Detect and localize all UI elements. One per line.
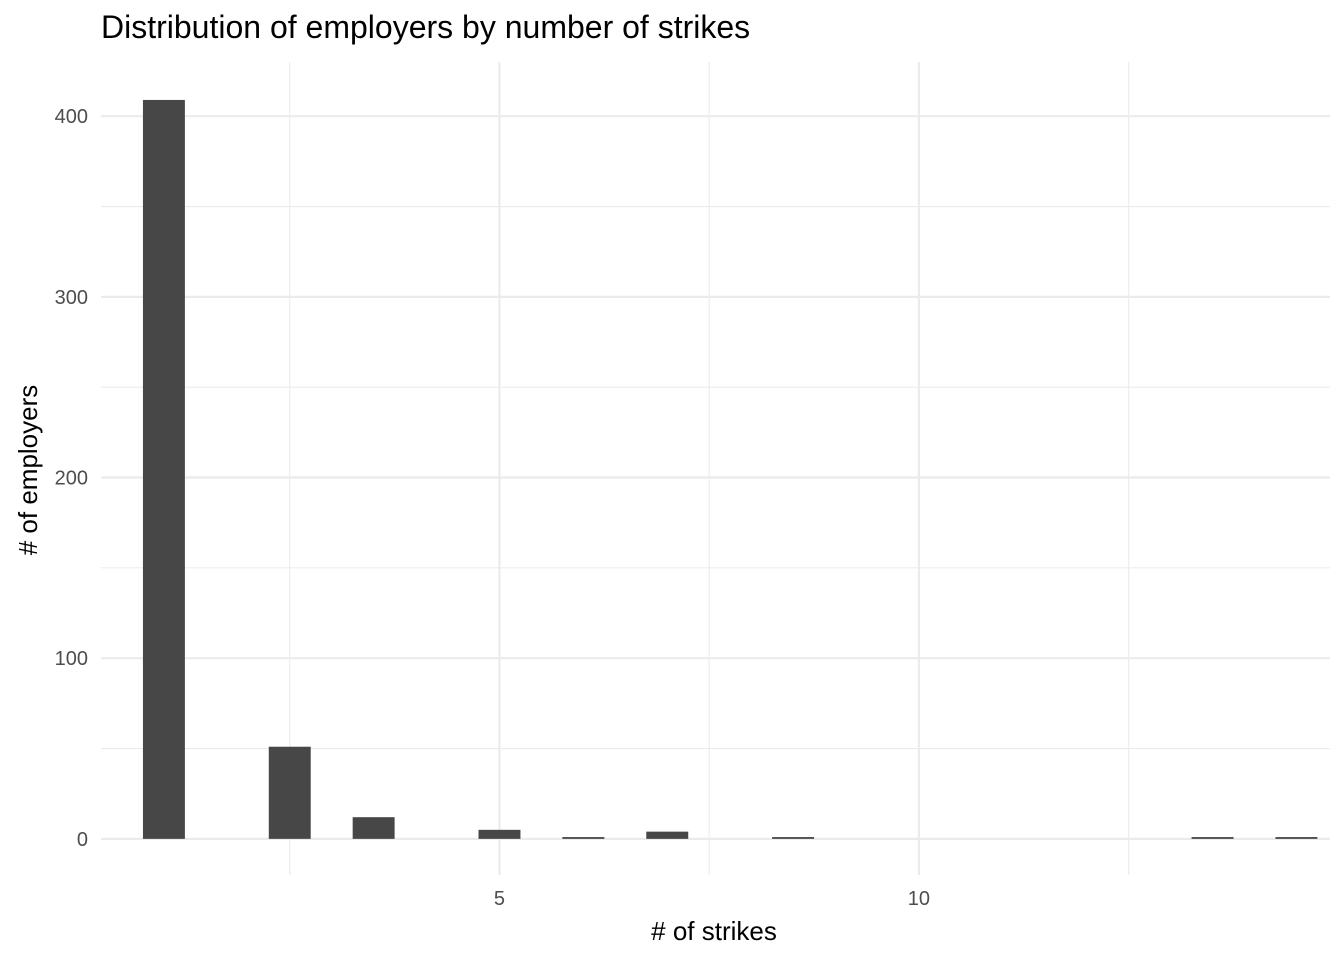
bar [352, 817, 395, 839]
bar [1191, 837, 1234, 839]
y-tick-label: 200 [55, 468, 88, 490]
bar [268, 746, 311, 839]
y-tick-label: 100 [55, 648, 88, 670]
bar [772, 837, 815, 839]
x-axis-title: # of strikes [651, 916, 777, 946]
y-tick-label: 0 [77, 829, 88, 851]
bar [562, 837, 605, 839]
bars [142, 99, 1318, 839]
tick-labels: 0 100 200 300 400 5 10 [55, 106, 930, 910]
x-tick-label: 10 [908, 888, 930, 910]
bar [646, 831, 689, 839]
y-tick-label: 300 [55, 287, 88, 309]
bar [142, 99, 185, 839]
chart-title: Distribution of employers by number of s… [101, 9, 750, 45]
grid [101, 62, 1330, 875]
bar [478, 829, 521, 839]
y-tick-label: 400 [55, 106, 88, 128]
bar [1275, 837, 1318, 839]
y-axis-title: # of employers [13, 385, 43, 556]
x-tick-label: 5 [494, 888, 505, 910]
